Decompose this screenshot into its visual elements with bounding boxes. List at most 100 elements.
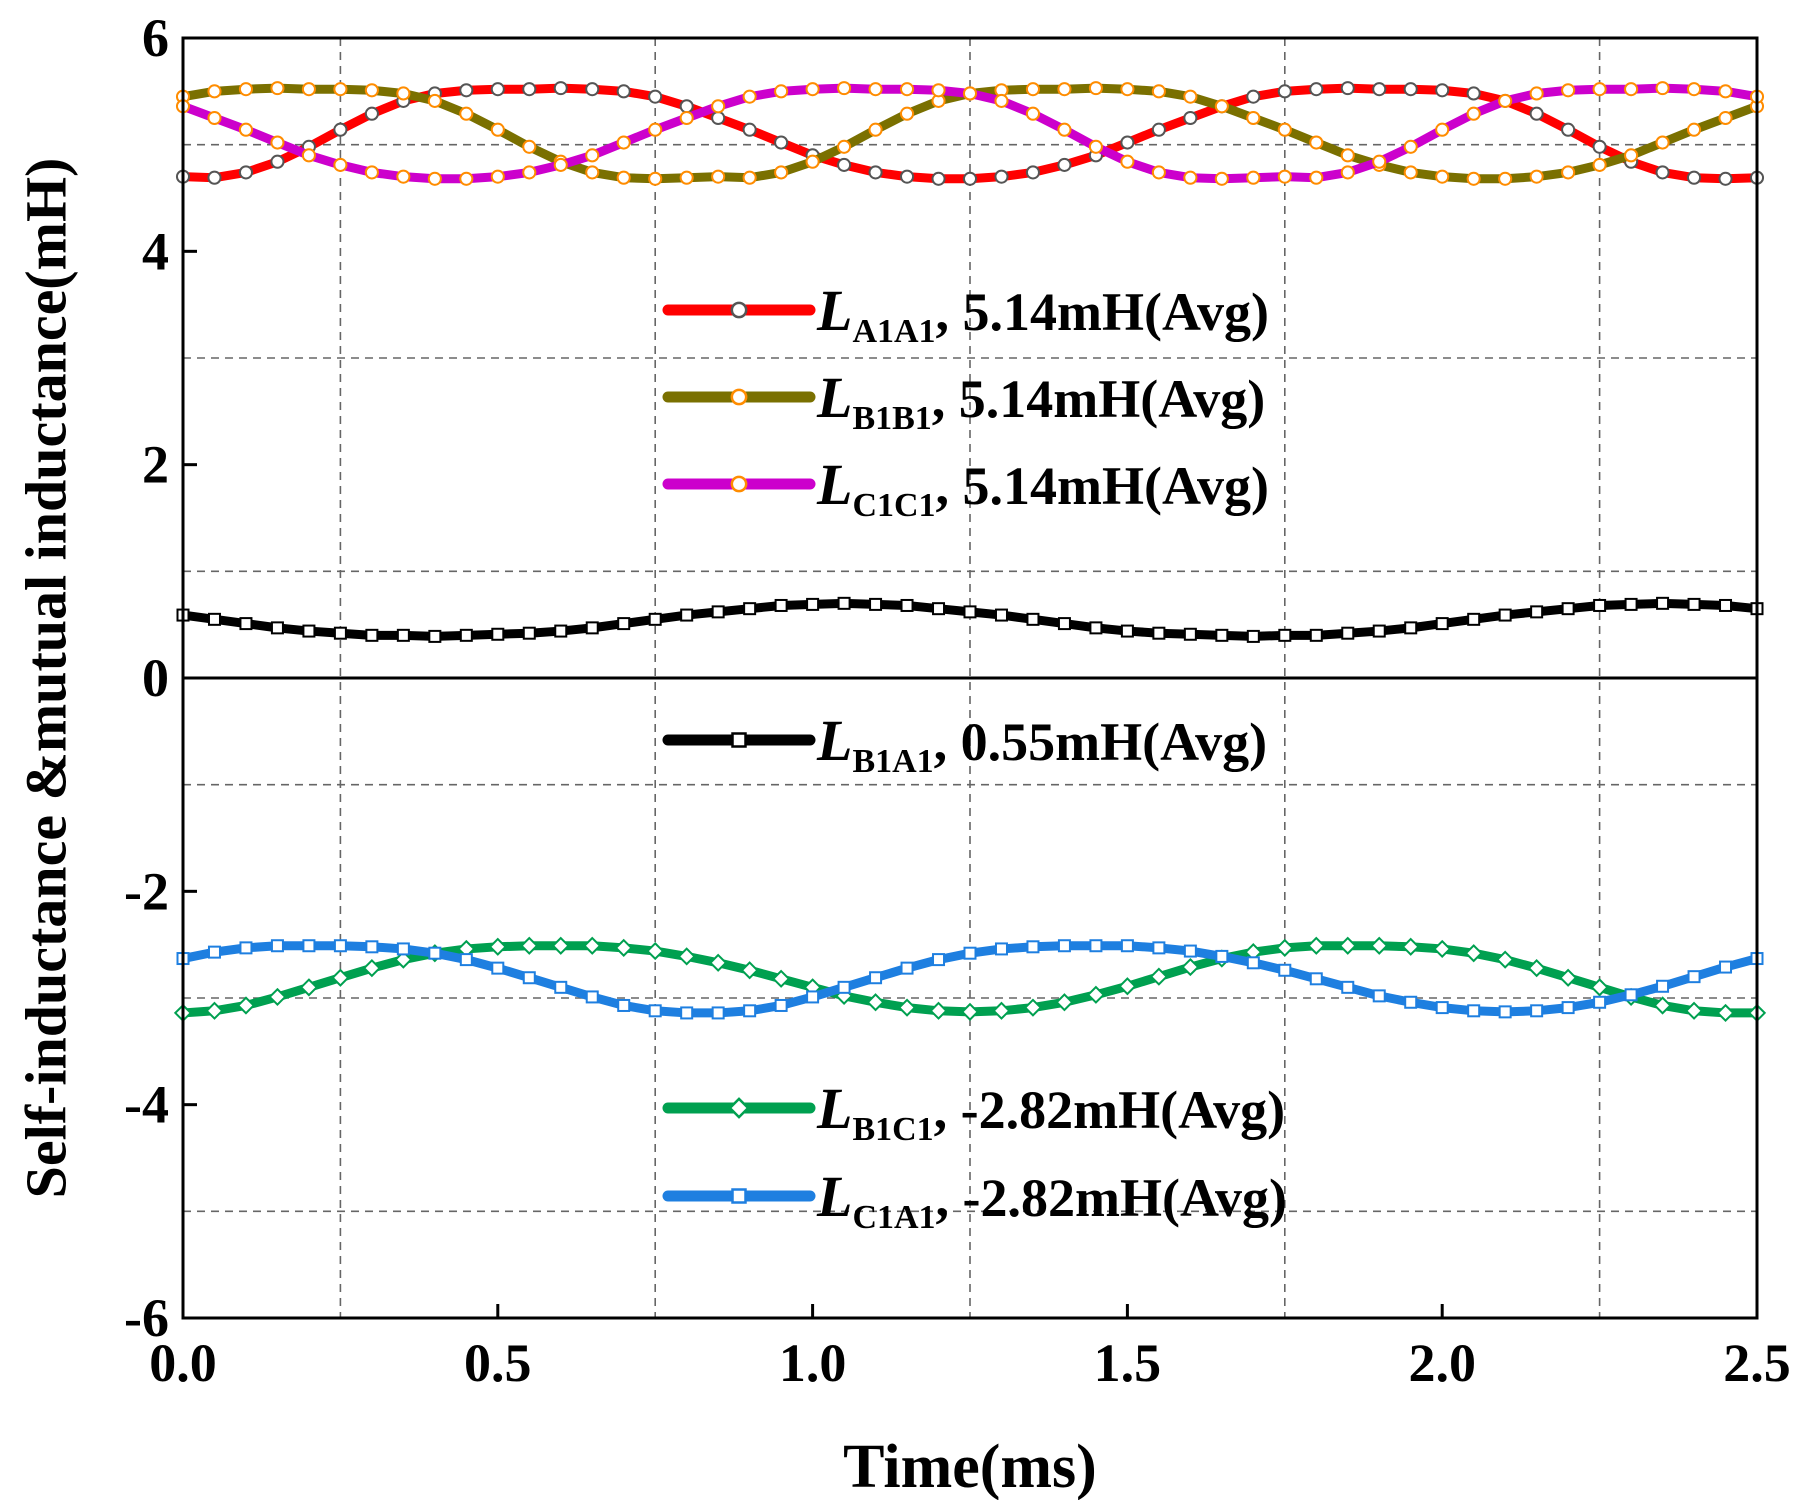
data-point	[900, 598, 914, 612]
y-tick-label: 2	[142, 435, 169, 495]
data-point	[869, 597, 883, 611]
data-point	[302, 939, 316, 953]
data-point	[1435, 617, 1449, 631]
data-point	[490, 82, 505, 97]
data-point	[616, 170, 631, 185]
data-point	[394, 950, 413, 969]
data-point	[1149, 967, 1168, 986]
data-point	[1403, 165, 1418, 180]
data-point	[1277, 169, 1292, 184]
data-point	[1530, 1004, 1544, 1018]
data-point	[1057, 617, 1071, 631]
data-point	[1120, 82, 1135, 97]
data-point	[1275, 938, 1294, 957]
data-point	[1120, 624, 1134, 638]
data-point	[207, 945, 221, 959]
data-point	[1464, 944, 1483, 963]
data-point	[491, 627, 505, 641]
data-point	[1025, 165, 1041, 180]
legend-swatch-marker	[731, 1188, 747, 1204]
data-point	[1309, 628, 1323, 642]
data-point	[205, 1001, 224, 1020]
data-point	[459, 83, 474, 98]
data-point	[679, 170, 694, 185]
data-point	[1370, 936, 1389, 955]
data-point	[992, 1001, 1011, 1020]
data-point	[1590, 978, 1609, 997]
data-point	[585, 990, 599, 1004]
data-point	[646, 941, 665, 961]
data-point	[1372, 154, 1387, 169]
data-point	[1561, 122, 1576, 137]
data-point	[1025, 106, 1041, 121]
data-point	[1151, 84, 1166, 99]
data-point	[1246, 170, 1261, 185]
data-point	[1341, 626, 1355, 640]
data-point	[1559, 968, 1578, 987]
data-point	[1246, 629, 1260, 643]
data-point	[1593, 995, 1607, 1009]
data-point	[1624, 597, 1638, 611]
data-point	[677, 947, 696, 966]
data-point	[1277, 122, 1292, 137]
data-point	[1498, 93, 1513, 108]
legend-label: LB1B1, 5.14mH(Avg)	[816, 365, 1265, 437]
data-point	[554, 980, 568, 994]
data-point	[490, 122, 505, 137]
data-point	[837, 81, 852, 96]
data-point	[711, 99, 726, 114]
data-point	[680, 608, 694, 622]
data-point	[427, 93, 442, 108]
data-point	[899, 169, 915, 184]
data-point	[1561, 1001, 1575, 1015]
data-point	[238, 122, 254, 137]
data-point	[929, 1001, 948, 1020]
data-point	[459, 171, 474, 186]
data-point	[648, 122, 663, 137]
data-point	[1151, 165, 1166, 180]
series-l-b1a1	[176, 596, 1764, 643]
data-point	[1404, 621, 1418, 635]
data-point	[1435, 122, 1450, 137]
data-point	[648, 612, 662, 626]
data-point	[837, 980, 851, 994]
data-point	[1057, 939, 1071, 953]
axis-ticks: 0.0 0.5 1.0 1.5 2.0 2.5 -6 -4 -2 0 2 4 6	[124, 8, 1791, 1393]
data-point	[1088, 81, 1103, 96]
legend-entry: LB1A1, 0.55mH(Avg)	[662, 708, 1267, 780]
data-point	[1340, 165, 1355, 180]
data-point	[1529, 86, 1544, 101]
data-point	[1686, 82, 1702, 97]
data-point	[1401, 937, 1420, 956]
data-point	[709, 953, 728, 972]
data-point	[648, 89, 663, 104]
data-point	[364, 106, 379, 121]
legend: LA1A1, 5.14mH(Avg) LB1B1, 5.14mH(Avg) LC1C…	[662, 278, 1287, 1236]
data-point	[900, 961, 914, 975]
data-point	[1152, 626, 1166, 640]
data-point	[207, 84, 222, 99]
data-point	[1435, 83, 1450, 98]
data-point	[774, 165, 789, 180]
data-point	[711, 1006, 725, 1020]
data-point	[962, 86, 978, 101]
data-point	[679, 110, 694, 126]
data-point	[491, 961, 505, 975]
data-point	[522, 82, 537, 97]
data-point	[1120, 939, 1134, 953]
x-tick-label: 0.5	[464, 1333, 532, 1393]
data-point	[585, 621, 599, 635]
data-point	[1561, 602, 1575, 616]
data-point	[553, 81, 568, 96]
data-point	[238, 165, 254, 180]
data-point	[616, 135, 631, 150]
data-point	[1592, 139, 1607, 154]
data-point	[711, 110, 726, 126]
data-point	[1026, 612, 1040, 626]
data-point	[869, 971, 883, 985]
data-point	[270, 135, 285, 150]
data-point	[459, 106, 474, 121]
data-point	[1529, 106, 1544, 121]
data-point	[806, 597, 820, 611]
